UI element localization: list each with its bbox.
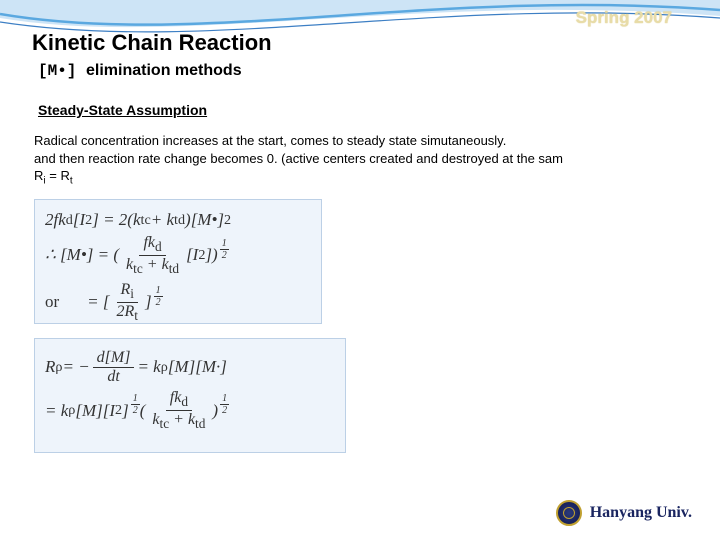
university-name: Hanyang Univ. [590,504,692,522]
eq1-row1: 2fkd [I2 ] = 2(ktc + ktd )[M•]2 [45,210,311,230]
equation-block-1: 2fkd [I2 ] = 2(ktc + ktd )[M•]2 ∴ [M•] =… [34,199,322,324]
body-paragraph: Radical concentration increases at the s… [34,132,714,188]
eq1-row2: ∴ [M•] = ( fkd ktc + ktd [I2]) 12 [45,234,311,277]
page-title: Kinetic Chain Reaction [32,30,272,56]
equation-block-2: Rρ = − d[M] dt = kρ [M][M·] = kρ [M][I2]… [34,338,346,453]
body-line-1: Radical concentration increases at the s… [34,132,714,150]
eq2-row1: Rρ = − d[M] dt = kρ [M][M·] [45,349,335,385]
assumption-heading: Steady-State Assumption [38,102,207,118]
footer: Hanyang Univ. [556,500,692,526]
eq1-row3: or = [ Ri 2Rt ] 12 [45,281,311,324]
page-subtitle: [M•] elimination methods [38,62,242,80]
university-seal-icon [556,500,582,526]
semester-label: Spring 2007 [576,8,672,28]
ri-equals-rt: Ri = Rt [34,167,714,188]
subtitle-symbol: [M•] [38,62,76,80]
body-line-2: and then reaction rate change becomes 0.… [34,150,714,168]
eq2-row2: = kρ [M][I2] 12 ( fkd ktc + ktd ) 12 [45,389,335,432]
subtitle-text: elimination methods [86,62,242,79]
